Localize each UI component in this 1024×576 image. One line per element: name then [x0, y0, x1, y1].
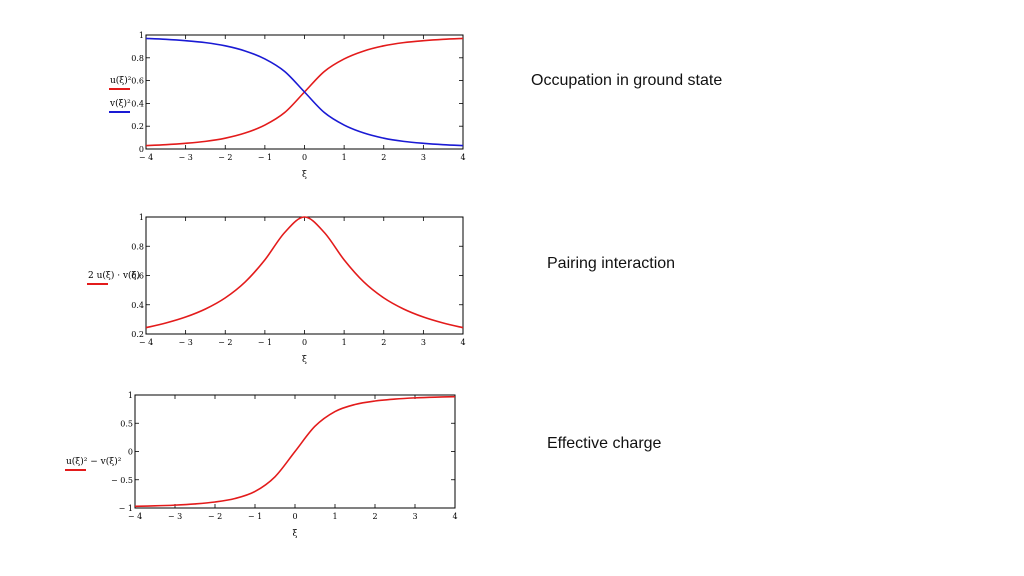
- x-tick-label: − 2: [218, 338, 232, 347]
- y-tick-label: 0.5: [120, 419, 133, 428]
- y-tick-label: 1: [139, 213, 144, 222]
- caption-pairing: Pairing interaction: [547, 255, 676, 272]
- x-tick-label: − 2: [208, 512, 222, 521]
- caption-occupation: Occupation in ground state: [531, 72, 723, 89]
- x-tick-label: − 4: [139, 153, 153, 162]
- x-tick-label: − 1: [258, 338, 272, 347]
- x-tick-label: 0: [302, 338, 307, 347]
- x-tick-label: 2: [381, 338, 386, 347]
- x-tick-label: 3: [421, 153, 426, 162]
- x-tick-label: − 3: [168, 512, 182, 521]
- chart-1: − 4 − 3 − 2 − 1 0 1 2 3 4 0 0.2 0.4 0.6 0.8 1 ξ u(ξ)² v(ξ…: [109, 31, 466, 180]
- chart-2: − 4 − 3 − 2 − 1 0 1 2 3 4 0.2 0.4 0.6 0.8 1 ξ 2 u(ξ) · …: [87, 213, 466, 365]
- y-tick-label: 0.6: [131, 272, 144, 281]
- x-tick-label: − 4: [128, 512, 142, 521]
- x-tick-label: − 4: [139, 338, 153, 347]
- x-tick-label: 1: [332, 512, 337, 521]
- x-tick-label: 3: [412, 512, 417, 521]
- x-tick-label: 0: [302, 153, 307, 162]
- y-axis-label: u(ξ)² − v(ξ)²: [66, 456, 122, 467]
- x-tick-label: 2: [381, 153, 386, 162]
- y-tick-label: 1: [128, 391, 133, 400]
- x-axis-label: ξ: [302, 170, 307, 180]
- y-axis-label: u(ξ)²: [110, 75, 132, 86]
- series-line: [145, 216, 464, 329]
- x-tick-label: − 1: [248, 512, 262, 521]
- y-tick-label: 0.2: [131, 122, 144, 131]
- caption-effective-charge: Effective charge: [547, 435, 662, 452]
- x-tick-label: 4: [452, 512, 457, 521]
- x-tick-label: − 1: [258, 153, 272, 162]
- x-axis-label: ξ: [293, 529, 298, 539]
- x-tick-label: − 2: [218, 153, 232, 162]
- y-tick-label: 0.2: [131, 330, 144, 339]
- x-tick-label: 0: [292, 512, 297, 521]
- series-line: [134, 395, 456, 508]
- x-tick-label: − 3: [178, 338, 192, 347]
- plot-frame: [145, 216, 464, 335]
- x-tick-label: 1: [342, 338, 347, 347]
- x-tick-label: 3: [421, 338, 426, 347]
- y-tick-label: 0.4: [131, 99, 144, 108]
- y-tick-label: − 0.5: [111, 476, 133, 485]
- y-tick-label: 0.8: [131, 54, 144, 63]
- x-tick-label: 2: [372, 512, 377, 521]
- x-tick-label: 4: [460, 338, 465, 347]
- x-tick-label: − 3: [178, 153, 192, 162]
- series-line: [145, 37, 464, 147]
- x-axis-label: ξ: [302, 355, 307, 365]
- y-tick-label: 0: [128, 448, 133, 457]
- y-tick-label: 0.6: [131, 77, 144, 86]
- x-tick-label: 1: [342, 153, 347, 162]
- y-tick-label: 0.4: [131, 301, 144, 310]
- chart-3: − 4 − 3 − 2 − 1 0 1 2 3 4 − 1 − 0.5 0 0.5 1 ξ u(ξ)² − v…: [65, 391, 458, 539]
- y-tick-label: − 1: [119, 504, 133, 513]
- x-tick-label: 4: [460, 153, 465, 162]
- y-axis-label: 2 u(ξ) · v(ξ): [88, 270, 140, 281]
- y-axis-label: v(ξ)²: [109, 98, 131, 109]
- y-tick-label: 0.8: [131, 242, 144, 251]
- y-tick-label: 0: [139, 145, 144, 154]
- y-tick-label: 1: [139, 31, 144, 40]
